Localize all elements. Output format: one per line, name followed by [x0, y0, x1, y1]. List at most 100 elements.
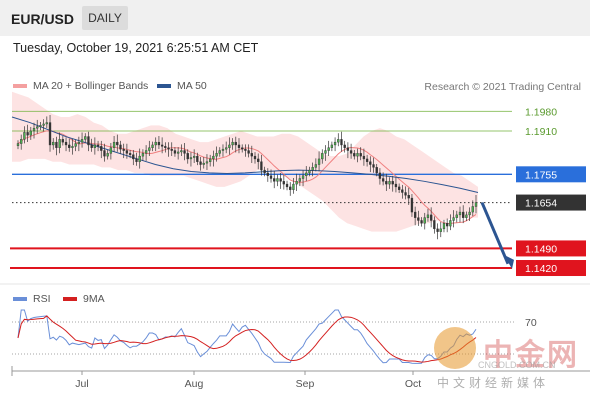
candle-body: [343, 144, 346, 148]
candle-body: [279, 178, 282, 182]
candle-body: [100, 146, 103, 151]
candle-body: [125, 150, 129, 154]
candle-body: [87, 136, 90, 146]
copyright: Research © 2021 Trading Central: [424, 81, 581, 93]
chart-header: EUR/USD DAILY: [0, 0, 590, 36]
candle-body: [64, 141, 68, 146]
candle-body: [375, 167, 378, 174]
candle-body: [247, 150, 250, 154]
timestamp: Tuesday, October 19, 2021 6:25:51 AM CET: [13, 41, 259, 55]
candle-body: [192, 155, 196, 158]
candle-body: [116, 141, 119, 146]
candle-body: [228, 144, 231, 148]
candle-body: [471, 206, 474, 213]
x-tick-label-oct: Oct: [405, 378, 421, 390]
candle-body: [52, 141, 55, 146]
candle-body: [241, 147, 244, 150]
candle-body: [462, 211, 465, 218]
candle-body: [167, 147, 170, 150]
candle-body: [349, 150, 353, 154]
candle-body: [430, 214, 433, 221]
candle-body: [314, 164, 318, 168]
rsi-level-label: 70: [525, 317, 537, 329]
candle-body: [263, 169, 266, 174]
candle-body: [58, 139, 61, 148]
level-label-1.1490: 1.1490: [525, 243, 557, 255]
level-tag-1.1490: [516, 240, 586, 257]
candle-body: [356, 153, 359, 157]
level-label-1.1420: 1.1420: [525, 263, 557, 275]
candle-body: [151, 144, 154, 148]
candle-body: [308, 169, 311, 174]
candle-body: [122, 148, 125, 151]
candle-body: [359, 153, 362, 157]
forecast-arrow-head-icon: [504, 254, 514, 269]
candle-body: [260, 161, 263, 171]
rsi-swatch: [13, 297, 27, 301]
candle-body: [305, 172, 308, 176]
timeframe-button[interactable]: DAILY: [82, 6, 128, 30]
forecast-arrow-layer: [480, 201, 514, 269]
ma50-line: [11, 116, 479, 193]
candle-body: [148, 147, 151, 151]
candle-body: [474, 202, 478, 207]
candle-body: [404, 192, 407, 196]
candle-body: [369, 161, 372, 165]
candle-body: [353, 153, 356, 157]
level-label-1.1654: 1.1654: [525, 198, 557, 210]
candle-body: [173, 150, 177, 154]
candle-body: [237, 144, 241, 148]
candle-body: [324, 150, 327, 154]
candle-body: [109, 147, 113, 154]
candle-body: [289, 186, 292, 190]
rsi-9ma-line: [17, 315, 477, 363]
candle-body: [417, 217, 420, 221]
candle-body: [36, 126, 39, 129]
candle-body: [321, 153, 324, 160]
candle-body: [132, 154, 135, 160]
watermark-logo-icon: [434, 327, 476, 369]
candle-body: [234, 141, 237, 146]
x-tick-label-sep: Sep: [296, 378, 315, 390]
ma20-line: [17, 130, 477, 225]
legend-ma50-label: MA 50: [177, 80, 207, 92]
watermark-cn: 中金网: [483, 338, 579, 373]
candle-body: [433, 220, 436, 230]
candle-body: [295, 181, 298, 185]
level-tag-1.1654: [516, 194, 586, 211]
candle-body: [16, 143, 20, 146]
candle-body: [442, 223, 446, 230]
x-tick-label-jul: Jul: [75, 378, 88, 390]
candle-body: [96, 144, 100, 147]
candlestick-layer: [16, 115, 478, 240]
x-axis-layer: Jul Aug Sep Oct: [0, 283, 590, 390]
legend-ma20: MA 20 + Bollinger Bands: [13, 80, 148, 92]
candle-body: [317, 158, 321, 165]
candle-body: [144, 150, 148, 154]
candle-body: [301, 175, 305, 179]
candle-body: [337, 139, 340, 143]
candle-body: [362, 155, 366, 160]
candle-body: [452, 217, 455, 221]
candle-body: [80, 139, 84, 143]
candle-body: [449, 220, 452, 227]
candle-body: [221, 148, 225, 151]
ma50-swatch: [157, 84, 171, 88]
candle-body: [250, 153, 253, 157]
rsi-line: [17, 309, 477, 364]
candle-body: [39, 125, 42, 127]
candle-body: [385, 181, 388, 185]
level-tag-1.1755: [516, 166, 586, 183]
candle-body: [23, 132, 26, 140]
candle-body: [465, 214, 468, 218]
candle-body: [29, 130, 32, 136]
candle-body: [90, 144, 93, 148]
candle-body: [84, 136, 87, 140]
candle-body: [285, 183, 289, 188]
candle-body: [333, 141, 337, 146]
candle-body: [77, 141, 81, 144]
watermark-sub: 中文财经新媒体: [437, 376, 550, 390]
candle-body: [413, 211, 417, 218]
x-tick-label-aug: Aug: [185, 378, 204, 390]
